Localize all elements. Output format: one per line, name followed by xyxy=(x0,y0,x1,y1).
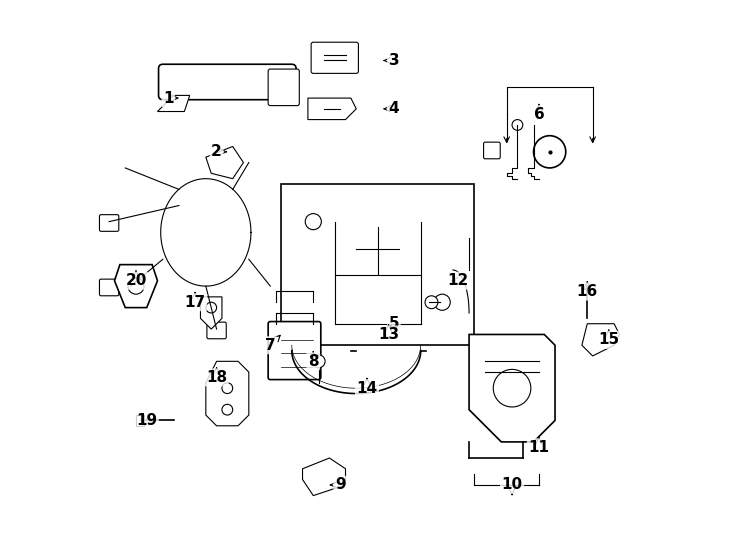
Text: 12: 12 xyxy=(448,273,469,288)
Circle shape xyxy=(312,355,325,368)
Circle shape xyxy=(222,383,233,394)
Circle shape xyxy=(493,369,531,407)
Circle shape xyxy=(434,294,450,310)
Circle shape xyxy=(512,119,523,130)
Text: 2: 2 xyxy=(211,144,227,159)
Circle shape xyxy=(222,404,233,415)
Polygon shape xyxy=(206,146,244,179)
Polygon shape xyxy=(582,323,619,356)
Text: 11: 11 xyxy=(528,437,550,455)
Polygon shape xyxy=(302,458,346,496)
Circle shape xyxy=(128,278,144,294)
Bar xyxy=(136,415,144,426)
FancyBboxPatch shape xyxy=(268,69,299,106)
Text: 13: 13 xyxy=(378,325,399,342)
FancyBboxPatch shape xyxy=(268,322,321,380)
Text: 14: 14 xyxy=(357,379,377,396)
Polygon shape xyxy=(200,297,222,329)
Circle shape xyxy=(534,136,566,168)
Text: 7: 7 xyxy=(265,335,280,353)
Text: 17: 17 xyxy=(184,293,206,310)
Text: 18: 18 xyxy=(206,368,227,385)
Polygon shape xyxy=(158,96,189,112)
Text: 9: 9 xyxy=(330,477,346,492)
Polygon shape xyxy=(308,98,356,119)
Text: 20: 20 xyxy=(126,271,147,288)
Circle shape xyxy=(425,296,438,309)
Text: 1: 1 xyxy=(163,91,178,106)
Text: 4: 4 xyxy=(384,102,399,116)
Text: 8: 8 xyxy=(308,352,319,369)
FancyBboxPatch shape xyxy=(100,215,119,231)
Text: 16: 16 xyxy=(577,282,598,299)
Text: 6: 6 xyxy=(534,105,545,122)
FancyBboxPatch shape xyxy=(207,322,226,339)
Polygon shape xyxy=(115,265,158,308)
FancyBboxPatch shape xyxy=(311,42,358,73)
FancyBboxPatch shape xyxy=(100,279,119,296)
FancyBboxPatch shape xyxy=(159,64,296,100)
Circle shape xyxy=(206,302,217,313)
Text: 10: 10 xyxy=(501,477,523,495)
Text: 15: 15 xyxy=(598,330,619,347)
Circle shape xyxy=(305,214,321,230)
Text: 5: 5 xyxy=(388,316,399,333)
Bar xyxy=(281,184,474,345)
Text: 19: 19 xyxy=(137,413,157,428)
Text: 3: 3 xyxy=(384,53,399,68)
Polygon shape xyxy=(206,361,249,426)
FancyBboxPatch shape xyxy=(484,142,501,159)
Polygon shape xyxy=(469,334,555,442)
